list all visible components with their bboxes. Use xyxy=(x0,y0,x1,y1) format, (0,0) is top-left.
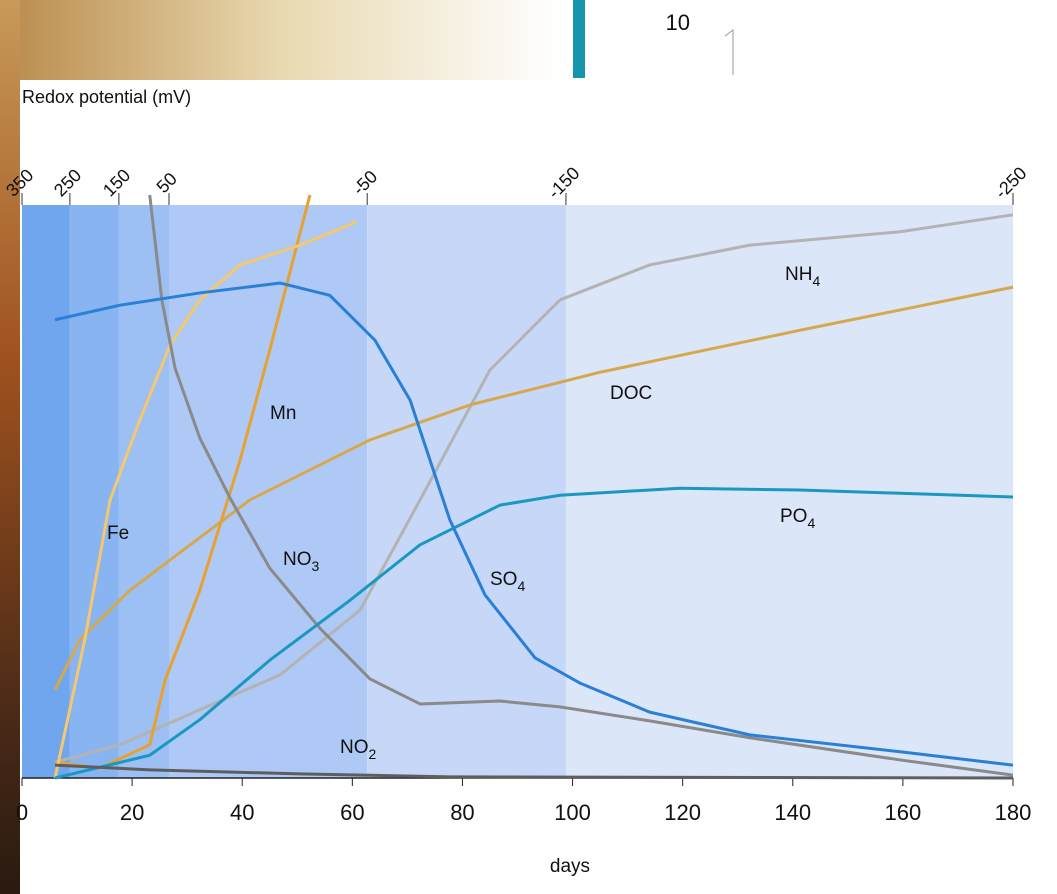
redox-band xyxy=(70,205,119,778)
series-subscript: 4 xyxy=(812,273,820,289)
series-label: Mn xyxy=(270,403,296,424)
x-tick-label: 160 xyxy=(885,800,922,825)
photo-backdrop xyxy=(0,0,560,80)
x-axis-title: days xyxy=(550,856,590,877)
series-subscript: 4 xyxy=(807,515,815,531)
redox-band xyxy=(22,205,70,778)
series-name: PO xyxy=(780,506,807,527)
x-tick-label: 120 xyxy=(664,800,701,825)
series-name: DOC xyxy=(610,383,652,404)
fragment-axis xyxy=(725,30,733,75)
series-name: NH xyxy=(785,264,812,285)
series-subscript: 2 xyxy=(369,746,377,762)
x-tick-label: 0 xyxy=(16,800,28,825)
page: {"fragment_label": "10", "chart_data": {… xyxy=(0,0,1057,894)
series-name: Fe xyxy=(107,523,129,544)
series-subscript: 4 xyxy=(517,578,525,594)
photo-edge xyxy=(0,0,20,894)
series-label: Fe xyxy=(107,523,129,544)
x-tick-label: 140 xyxy=(774,800,811,825)
chart: 10 35025015050-50-150-250Redox potential… xyxy=(0,0,1057,894)
series-name: NO xyxy=(340,737,369,758)
x-tick-label: 60 xyxy=(340,800,364,825)
x-tick-label: 80 xyxy=(450,800,474,825)
series-name: NO xyxy=(283,549,312,570)
x-tick-label: 40 xyxy=(230,800,254,825)
fragment-label: 10 xyxy=(666,10,690,35)
x-tick-label: 20 xyxy=(120,800,144,825)
teal-bar xyxy=(573,0,585,78)
series-name: Mn xyxy=(270,403,296,424)
series-name: SO xyxy=(490,569,517,590)
series-label: DOC xyxy=(610,383,652,404)
x2-axis-title: Redox potential (mV) xyxy=(22,87,191,107)
x-tick-label: 100 xyxy=(554,800,591,825)
series-subscript: 3 xyxy=(312,558,320,574)
x-tick-label: 180 xyxy=(995,800,1032,825)
